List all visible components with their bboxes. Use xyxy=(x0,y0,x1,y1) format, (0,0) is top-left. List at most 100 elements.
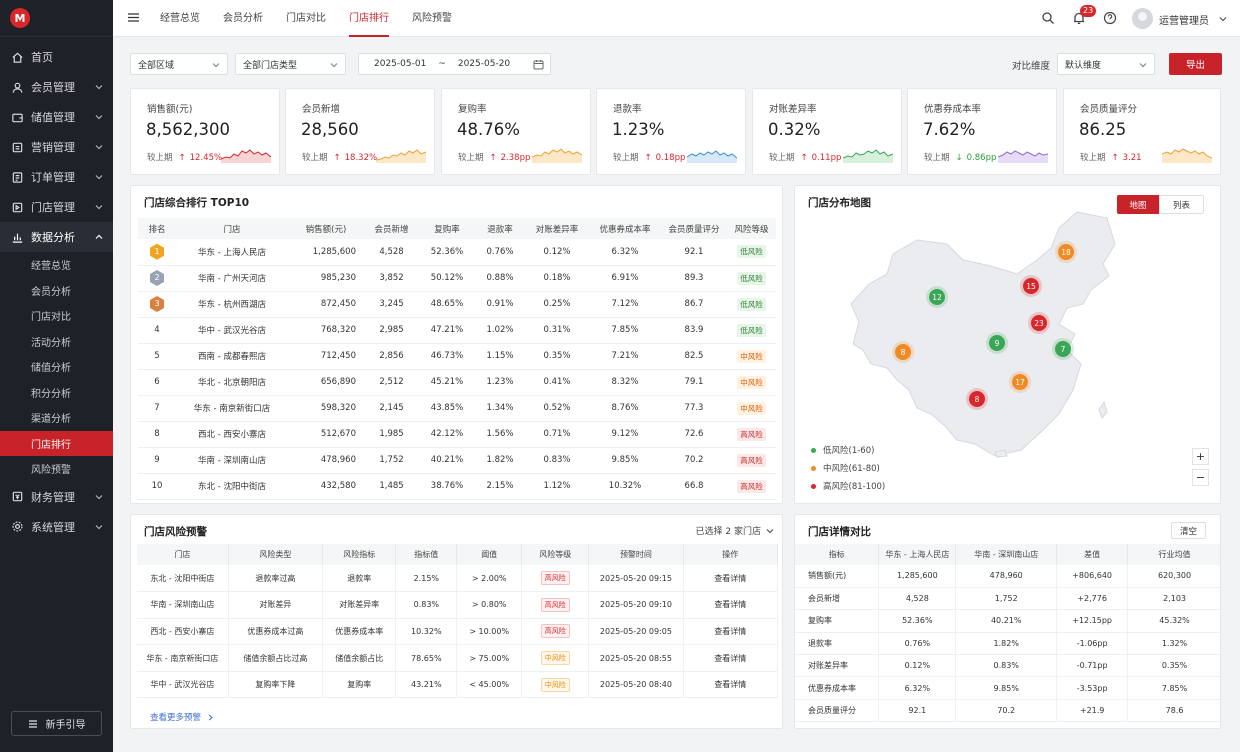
sidebar-item-stored-value[interactable]: 储值管理 xyxy=(0,102,113,132)
sidebar-item-home[interactable]: 首页 xyxy=(0,42,113,72)
cell-coupon: 6.91% xyxy=(589,265,661,292)
map-marker[interactable]: 17 xyxy=(1012,374,1028,390)
table-row[interactable]: 10 东北 - 沈阳中街店 432,580 1,485 38.76% 2.15% 1.12%… xyxy=(138,473,776,500)
tab-risk-warning[interactable]: 风险预警 xyxy=(412,13,452,24)
submenu-item[interactable]: 积分分析 xyxy=(31,388,71,400)
map-marker[interactable]: 8 xyxy=(895,344,911,360)
risk-badge: 低风险 xyxy=(737,323,766,337)
submenu-item[interactable]: 储值分析 xyxy=(31,363,71,375)
table-row[interactable]: 华中 - 武汉光谷店 复购率下降 复购率 43.21% < 45.00% 中风险 2025-… xyxy=(137,671,779,699)
cell-store-a: 0.12% xyxy=(878,654,957,678)
table-row[interactable]: 1 华东 - 上海人民店 1,285,600 4,528 52.36% 0.76% 0.12… xyxy=(138,239,776,266)
cell-diff: 0.71% xyxy=(525,421,589,448)
user-name[interactable]: 运营管理员 xyxy=(1159,16,1209,27)
submenu-item[interactable]: 活动分析 xyxy=(31,337,71,349)
risk-cell: 中风险 xyxy=(727,369,776,396)
cell-metric: 储值余额占比 xyxy=(322,644,397,672)
submenu-item[interactable]: 渠道分析 xyxy=(31,414,71,426)
column-header: 阈值 xyxy=(456,544,523,565)
map-view-toggle[interactable]: 地图 xyxy=(1117,195,1159,214)
table-row[interactable]: 7 华东 - 南京新街口店 598,320 2,145 43.85% 1.34% 0.52%… xyxy=(138,395,776,422)
map-marker[interactable]: 12 xyxy=(929,289,945,305)
tab-store-ranking[interactable]: 门店排行 xyxy=(349,0,389,37)
chevron-right-icon xyxy=(208,714,213,720)
column-header: 优惠券成本率 xyxy=(589,218,661,239)
sidebar-item-marketing[interactable]: 营销管理 xyxy=(0,132,113,162)
table-row[interactable]: 西北 - 西安小寨店 优惠券成本过高 优惠券成本率 10.32% > 10.00% 高风险… xyxy=(137,618,779,646)
avatar[interactable] xyxy=(1132,8,1153,29)
compare-dimension-select[interactable]: 默认维度 xyxy=(1057,53,1155,75)
sparkline-chart xyxy=(532,148,582,163)
tab-overview[interactable]: 经营总览 xyxy=(160,13,200,24)
kpi-card: 销售额(元) 8,562,300 较上期 ↑ 12.45% xyxy=(130,88,280,175)
table-row[interactable]: 9 华南 - 深圳南山店 478,960 1,752 40.21% 1.82% 0.83% 9… xyxy=(138,447,776,474)
view-detail-link[interactable]: 查看详情 xyxy=(683,618,779,646)
sidebar-item-finance[interactable]: 财务管理 xyxy=(0,482,113,512)
arrow-up-icon: ↑ xyxy=(489,153,497,163)
cell-new: 1,752 xyxy=(364,447,419,474)
help-icon[interactable] xyxy=(1103,11,1117,25)
clear-button[interactable]: 清空 xyxy=(1171,522,1206,539)
table-row[interactable]: 2 华南 - 广州天河店 985,230 3,852 50.12% 0.88% 0.18% 6… xyxy=(138,265,776,292)
map-marker[interactable]: 18 xyxy=(1058,244,1074,260)
submenu-item[interactable]: 会员分析 xyxy=(31,286,71,298)
map-marker[interactable]: 9 xyxy=(989,335,1005,351)
store-name: 西北 - 西安小寨店 xyxy=(176,421,288,448)
table-row[interactable]: 3 华东 - 杭州西湖店 872,450 3,245 48.65% 0.91% 0.25% 7… xyxy=(138,291,776,318)
selected-stores-dropdown[interactable]: 已选择 2 家门店 xyxy=(696,524,774,537)
view-more-warnings-link[interactable]: 查看更多预警 xyxy=(150,711,214,723)
map-marker[interactable]: 7 xyxy=(1055,341,1071,357)
sidebar-item-orders[interactable]: 订单管理 xyxy=(0,162,113,192)
cell-time: 2025-05-20 09:05 xyxy=(588,618,684,646)
map-marker[interactable]: 23 xyxy=(1031,315,1047,331)
app-logo[interactable]: M xyxy=(10,8,30,28)
view-detail-link[interactable]: 查看详情 xyxy=(683,644,779,672)
region-select[interactable]: 全部区域 xyxy=(130,53,228,75)
view-detail-link[interactable]: 查看详情 xyxy=(683,565,779,593)
sidebar-item-analytics[interactable]: 数据分析 xyxy=(0,222,113,252)
bell-icon[interactable] xyxy=(1072,11,1086,25)
export-button[interactable]: 导出 xyxy=(1169,53,1222,75)
submenu-item[interactable]: 经营总览 xyxy=(31,261,71,273)
risk-cell: 高风险 xyxy=(521,565,590,593)
table-row[interactable]: 华东 - 南京新街口店 储值余额占比过高 储值余额占比 78.65% > 75.00% 中… xyxy=(137,644,779,672)
risk-badge: 低风险 xyxy=(737,245,766,259)
arrow-down-icon: ↓ xyxy=(955,153,963,163)
hamburger-icon[interactable] xyxy=(128,12,139,23)
map-island xyxy=(1098,400,1108,419)
map-marker[interactable]: 8 xyxy=(969,391,985,407)
submenu-item-active[interactable]: 门店排行 xyxy=(0,430,113,456)
map-marker[interactable]: 15 xyxy=(1023,278,1039,294)
zoom-in-button[interactable]: + xyxy=(1192,448,1209,465)
table-row[interactable]: 4 华中 - 武汉光谷店 768,320 2,985 47.21% 1.02% 0.31% 7… xyxy=(138,317,776,344)
view-detail-link[interactable]: 查看详情 xyxy=(683,671,779,699)
submenu-item[interactable]: 风险预警 xyxy=(31,465,71,477)
zoom-out-button[interactable]: − xyxy=(1192,469,1209,486)
submenu-item[interactable]: 门店对比 xyxy=(31,312,71,324)
view-detail-link[interactable]: 查看详情 xyxy=(683,591,779,619)
table-row[interactable]: 8 西北 - 西安小寨店 512,670 1,985 42.12% 1.56% 0.71% 9… xyxy=(138,421,776,448)
column-header: 风险指标 xyxy=(322,544,397,565)
search-icon[interactable] xyxy=(1041,11,1055,25)
column-header: 行业均值 xyxy=(1127,544,1220,565)
sidebar-item-members[interactable]: 会员管理 xyxy=(0,72,113,102)
chevron-down-icon[interactable] xyxy=(1219,15,1227,23)
store-name: 华中 - 武汉光谷店 xyxy=(176,317,288,344)
tab-member-analysis[interactable]: 会员分析 xyxy=(223,13,263,24)
guide-button[interactable]: 新手引导 xyxy=(11,711,102,736)
tab-store-compare[interactable]: 门店对比 xyxy=(286,13,326,24)
risk-cell: 低风险 xyxy=(727,291,776,318)
table-row[interactable]: 华南 - 深圳南山店 对账差异 对账差异率 0.83% > 0.80% 高风险 2025-0… xyxy=(137,591,779,619)
table-row[interactable]: 5 西南 - 成都春熙店 712,450 2,856 46.73% 1.15% 0.35% 7… xyxy=(138,343,776,370)
store-name: 西南 - 成都春熙店 xyxy=(176,343,288,370)
date-range-picker[interactable]: 2025-05-01 ~ 2025-05-20 xyxy=(358,53,551,75)
table-row[interactable]: 东北 - 沈阳中街店 退款率过高 退款率 2.15% > 2.00% 高风险 2025-05… xyxy=(137,565,779,593)
table-row[interactable]: 6 华北 - 北京朝阳店 656,890 2,512 45.21% 1.23% 0.41% 8… xyxy=(138,369,776,396)
list-view-toggle[interactable]: 列表 xyxy=(1159,195,1204,214)
sidebar-item-stores[interactable]: 门店管理 xyxy=(0,192,113,222)
store-type-select[interactable]: 全部门店类型 xyxy=(235,53,346,75)
cell-type: 储值余额占比过高 xyxy=(228,644,324,672)
rank-number: 8 xyxy=(154,429,160,439)
cell-score: 70.2 xyxy=(661,447,727,474)
sidebar-item-system[interactable]: 系统管理 xyxy=(0,512,113,542)
